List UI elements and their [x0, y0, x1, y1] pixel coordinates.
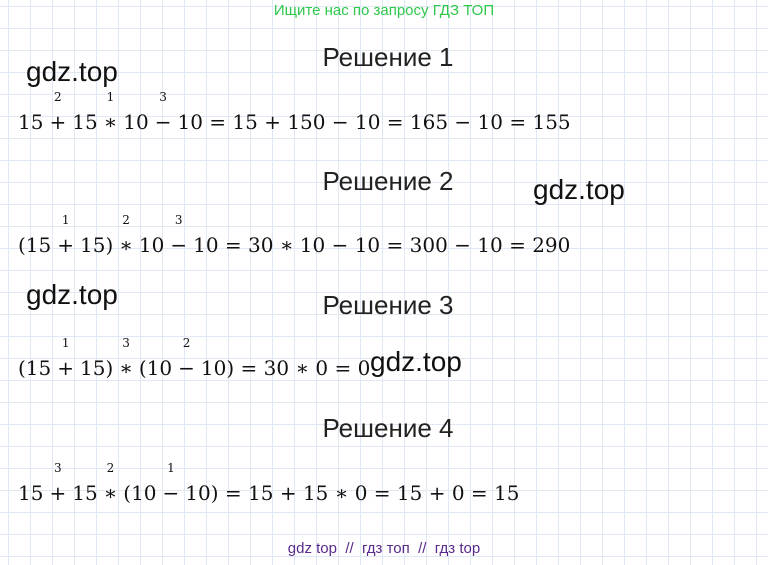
operator: ∗ [103, 110, 118, 134]
order-number: 2 [122, 213, 130, 227]
operator: ∗ [119, 356, 133, 380]
term: (15 [18, 233, 52, 257]
order-number: 3 [159, 90, 167, 104]
operator-group: +1 [57, 336, 75, 380]
watermark: gdz.top [26, 279, 118, 310]
operator-group: −2 [178, 336, 195, 380]
term: 15 [18, 110, 44, 134]
operator-group: +1 [57, 213, 75, 257]
term: 15) [80, 233, 114, 257]
operator: + [57, 233, 75, 257]
term: 15 [72, 481, 98, 505]
order-number: 3 [174, 213, 183, 227]
term: (10 [123, 481, 157, 505]
equation: 15 +3 15 ∗ 2 (10−1 10) = 15 + 15 ∗ 0 = 15 + 0 … [18, 461, 520, 505]
operator-group: ∗ 3 [119, 336, 133, 380]
watermark: gdz.top [533, 174, 625, 205]
operator: + [49, 110, 67, 134]
operator-group: −3 [154, 90, 172, 134]
term: 10) = 15 + 15 ∗ 0 = 15 + 0 = 15 [185, 481, 520, 505]
watermark: gdz.top [26, 56, 118, 87]
term: (15 [18, 356, 52, 380]
term: 10 [123, 110, 149, 134]
operator-group: +3 [49, 461, 67, 505]
term: 10 [138, 233, 165, 257]
operator: − [178, 356, 195, 380]
order-number: 1 [167, 461, 175, 475]
operator-group: −1 [162, 461, 180, 505]
equation: 15 +2 15 ∗ 1 10−3 10 = 15 + 150 − 10 = 165 − 1… [18, 90, 571, 134]
operator: + [49, 481, 67, 505]
order-number: 2 [182, 336, 191, 350]
operator-group: +2 [49, 90, 67, 134]
order-number: 1 [61, 336, 70, 350]
term: 15 [18, 481, 44, 505]
order-number: 1 [106, 90, 115, 104]
equation: (15 +1 15) ∗ 2 10−3 10 = 30 ∗ 10 − 10 = 300 − … [18, 213, 571, 257]
operator: − [170, 233, 188, 257]
order-number: 3 [122, 336, 130, 350]
operator: − [162, 481, 180, 505]
watermark: gdz.top [370, 346, 462, 377]
term: 10) = 30 ∗ 0 = 0 [200, 356, 371, 380]
solution-title: Решение 4 [322, 413, 454, 443]
order-number: 2 [106, 461, 115, 475]
term: 10 = 30 ∗ 10 − 10 = 300 − 10 = 290 [193, 233, 571, 257]
operator: ∗ [103, 481, 118, 505]
order-number: 1 [61, 213, 70, 227]
operator-group: ∗ 2 [119, 213, 133, 257]
solution-title: Решение 2 [322, 166, 454, 196]
equation: (15 +1 15) ∗ 3 (10−2 10) = 30 ∗ 0 = 0 [18, 336, 371, 380]
solution-title: Решение 1 [322, 42, 454, 72]
footer: gdz top // гдз топ // гдз top [287, 540, 481, 557]
operator: − [154, 110, 172, 134]
order-number: 2 [54, 90, 62, 104]
operator-group: ∗ 1 [103, 90, 118, 134]
header: Ищите нас по запросу ГДЗ ТОП [273, 2, 495, 19]
term: (10 [138, 356, 173, 380]
term: 10 = 15 + 150 − 10 = 165 − 10 = 155 [177, 110, 571, 134]
operator: ∗ [119, 233, 133, 257]
order-number: 3 [54, 461, 62, 475]
solution-title: Решение 3 [322, 290, 454, 320]
operator: + [57, 356, 75, 380]
operator-group: −3 [170, 213, 188, 257]
operator-group: ∗ 2 [103, 461, 118, 505]
term: 15 [72, 110, 98, 134]
term: 15) [80, 356, 114, 380]
